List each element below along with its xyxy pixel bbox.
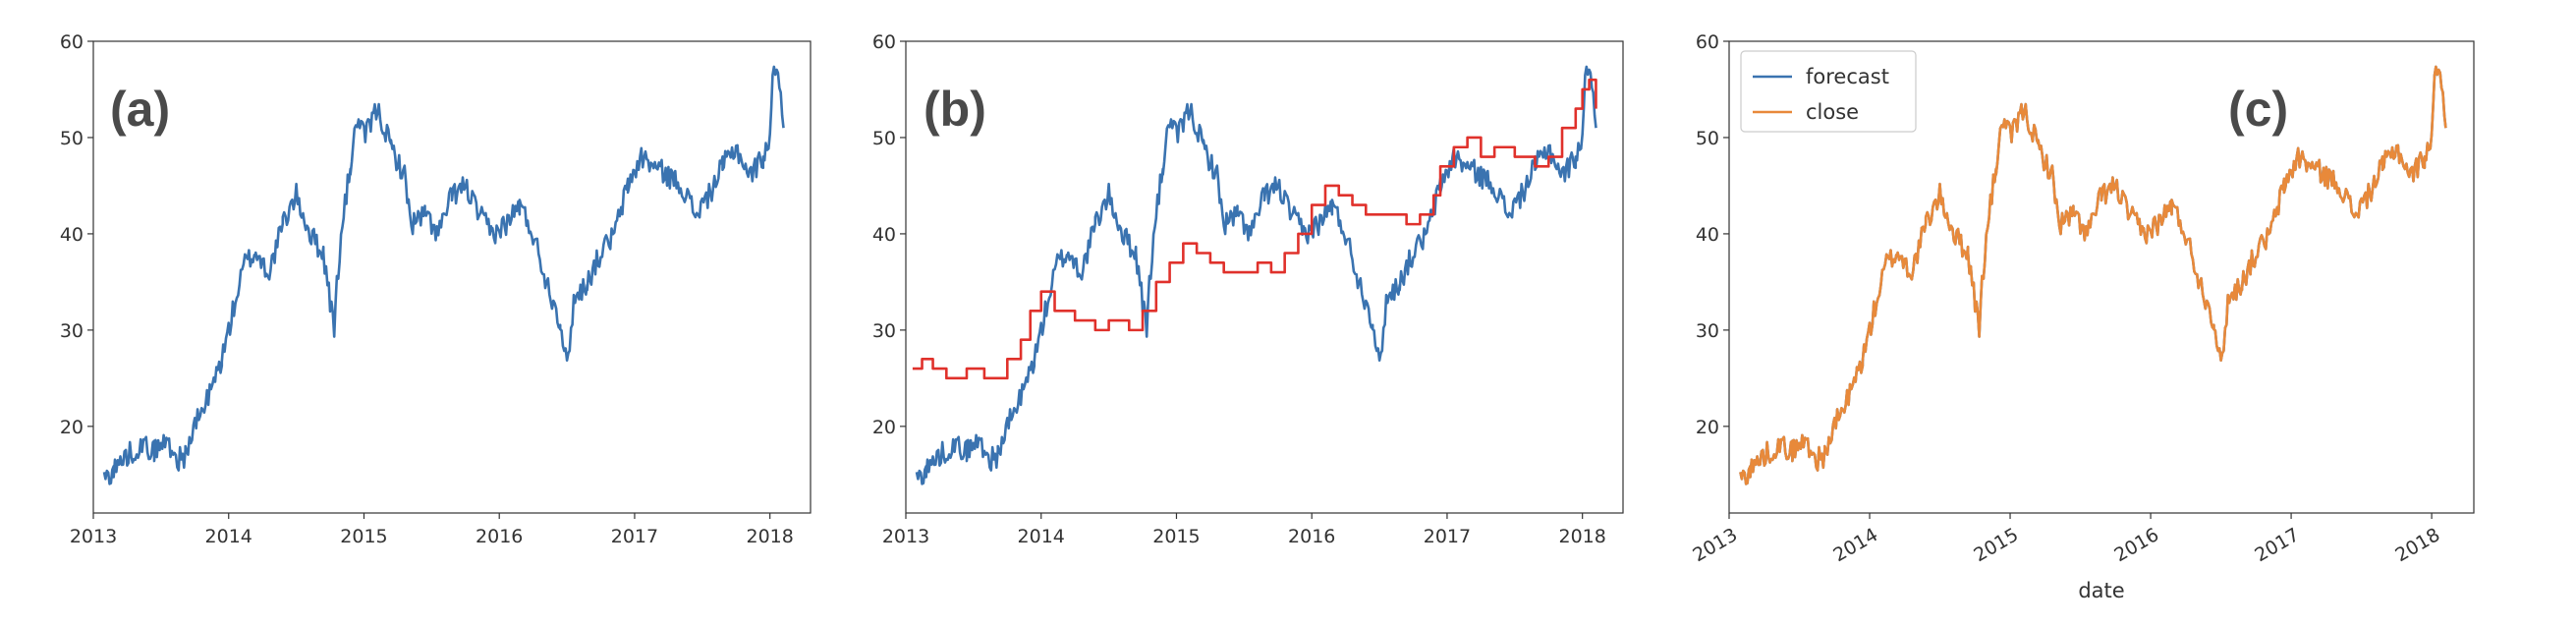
x-tick-label: 2017 bbox=[611, 526, 658, 547]
x-tick-label: 2013 bbox=[882, 526, 929, 547]
y-tick-label: 50 bbox=[872, 128, 896, 149]
x-tick-label: 2015 bbox=[340, 526, 387, 547]
panel-label: (c) bbox=[2228, 82, 2288, 137]
x-tick-label: 2016 bbox=[476, 526, 523, 547]
y-tick-label: 60 bbox=[1696, 31, 1719, 53]
x-tick-label: 2018 bbox=[746, 526, 793, 547]
x-tick-label: 2013 bbox=[70, 526, 117, 547]
y-tick-label: 40 bbox=[872, 224, 896, 246]
y-tick-label: 60 bbox=[60, 31, 84, 53]
y-tick-label: 20 bbox=[872, 417, 896, 438]
y-tick-label: 20 bbox=[1696, 417, 1719, 438]
y-tick-label: 50 bbox=[1696, 128, 1719, 149]
legend-label-forecast: forecast bbox=[1806, 65, 1889, 88]
x-tick-label: 2016 bbox=[1288, 526, 1335, 547]
series-line-close bbox=[1739, 65, 2447, 485]
y-tick-label: 40 bbox=[60, 224, 84, 246]
x-tick-label: 2015 bbox=[1152, 526, 1200, 547]
y-tick-label: 60 bbox=[872, 31, 896, 53]
axes-frame bbox=[905, 40, 1624, 514]
y-tick-label: 50 bbox=[60, 128, 84, 149]
series-line-1 bbox=[102, 65, 785, 485]
x-axis-title: date bbox=[2078, 579, 2124, 602]
axes-frame bbox=[92, 40, 812, 514]
panel-label: (a) bbox=[110, 82, 170, 137]
chart-panel-2: 20 30 40 50 60 2013 2014 2015 2016 2017 2018 (b) bbox=[872, 31, 1624, 547]
chart-panel-1: 20 30 40 50 60 2013 2014 2015 2016 2017 2018 (a) bbox=[60, 31, 812, 547]
y-tick-label: 30 bbox=[1696, 320, 1719, 342]
series-line-1 bbox=[915, 65, 1597, 485]
x-tick-label: 2014 bbox=[1018, 526, 1065, 547]
legend-label-close: close bbox=[1806, 100, 1859, 124]
y-tick-label: 40 bbox=[1696, 224, 1719, 246]
legend: forecast close bbox=[1740, 50, 1917, 133]
x-tick-label: 2017 bbox=[1424, 526, 1471, 547]
x-tick-label: 2018 bbox=[1558, 526, 1605, 547]
y-tick-label: 20 bbox=[60, 417, 84, 438]
axes-frame bbox=[1728, 40, 2475, 514]
series-line-2 bbox=[912, 78, 1597, 380]
y-tick-label: 30 bbox=[872, 320, 896, 342]
x-tick-label: 2014 bbox=[205, 526, 252, 547]
panel-label: (b) bbox=[924, 82, 986, 137]
y-tick-label: 30 bbox=[60, 320, 84, 342]
